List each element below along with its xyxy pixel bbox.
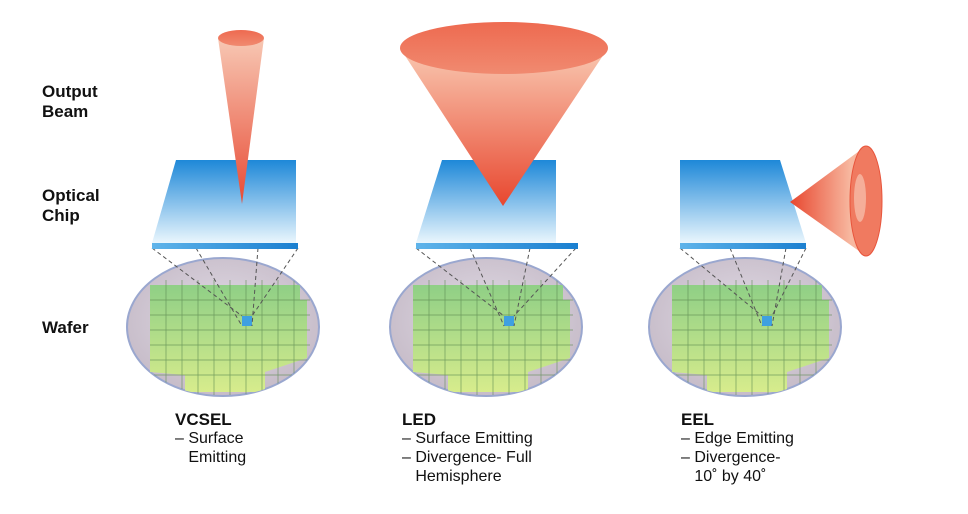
vcsel-wafer — [126, 257, 320, 397]
led-line-2: – Divergence- Full — [402, 449, 532, 466]
led-wafer — [389, 257, 583, 397]
eel-line-3: 10˚ by 40˚ — [681, 468, 767, 485]
led-line-1: – Surface Emitting — [402, 430, 533, 447]
vcsel-chip — [152, 160, 298, 249]
led-line-3: Hemisphere — [402, 468, 502, 485]
eel-wafer — [648, 257, 842, 397]
vcsel-title: VCSEL — [175, 410, 232, 429]
vcsel-beam — [218, 30, 264, 204]
label-output-beam: Output Beam — [42, 82, 98, 121]
eel-beam — [790, 145, 883, 257]
vcsel-caption: VCSEL – Surface Emitting — [175, 410, 246, 467]
label-optical-chip: Optical Chip — [42, 186, 100, 225]
eel-caption: EEL – Edge Emitting – Divergence- 10˚ by… — [681, 410, 794, 486]
led-group — [389, 22, 608, 397]
vcsel-die-highlight — [242, 316, 252, 326]
label-wafer: Wafer — [42, 318, 89, 337]
eel-line-2: – Divergence- — [681, 449, 781, 466]
led-title: LED — [402, 410, 436, 429]
eel-projection-lines — [679, 247, 807, 327]
led-projection-lines — [415, 247, 577, 327]
eel-group — [648, 145, 883, 397]
vcsel-group — [126, 30, 320, 397]
vcsel-line-2: Emitting — [175, 449, 247, 466]
eel-chip — [680, 160, 806, 249]
eel-line-1: – Edge Emitting — [681, 430, 794, 447]
vcsel-line-1: – Surface — [175, 430, 244, 447]
led-chip — [416, 160, 578, 249]
led-beam — [400, 22, 608, 206]
eel-die-highlight — [762, 316, 772, 326]
led-caption: LED – Surface Emitting – Divergence- Ful… — [402, 410, 533, 486]
eel-title: EEL — [681, 410, 715, 429]
led-die-highlight — [504, 316, 514, 326]
vcsel-projection-lines — [151, 247, 299, 327]
